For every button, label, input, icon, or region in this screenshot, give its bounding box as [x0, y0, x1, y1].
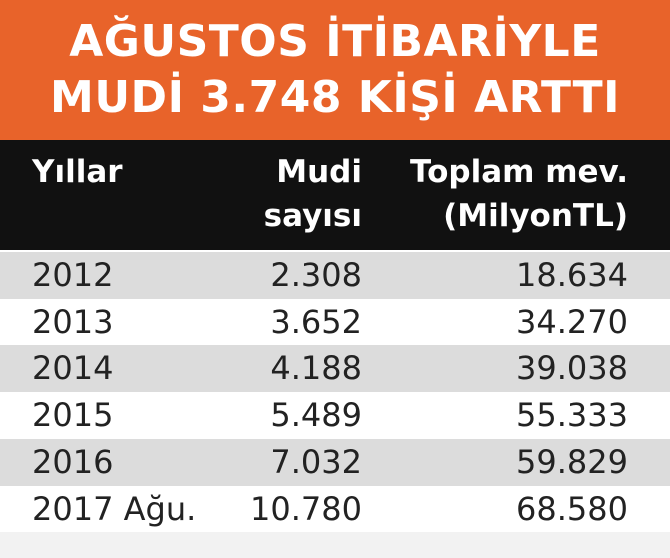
table-cell: 7.032	[270, 442, 362, 481]
table-cell: 4.188	[270, 349, 362, 388]
table-header: Yıllar Mudi sayısı Toplam mev. (MilyonTL)	[0, 140, 670, 250]
table-cell: 39.038	[516, 349, 628, 388]
table-cell: 10.780	[250, 489, 362, 528]
table-row: 2016 7.032 59.829	[0, 438, 670, 486]
table-cell: 18.634	[516, 256, 628, 294]
table-cell: 2017 Ağu.	[32, 489, 197, 528]
table-cell: 2013	[32, 302, 114, 341]
column-header-line: Toplam mev.	[410, 154, 628, 190]
column-header: Mudi sayısı	[264, 150, 362, 238]
column-header-line: Yıllar	[32, 154, 123, 190]
table-row: 2012 2.308 18.634	[0, 252, 670, 299]
table-row: 2013 3.652 34.270	[0, 299, 670, 346]
column-header-line: (MilyonTL)	[443, 198, 628, 234]
title-line: MUDİ 3.748 KİŞİ ARTTI	[50, 72, 620, 123]
table-row: 2015 5.489 55.333	[0, 392, 670, 439]
table-cell: 3.652	[270, 302, 362, 341]
table-cell: 2015	[32, 396, 114, 435]
table-cell: 59.829	[516, 442, 628, 481]
column-header-line: Mudi	[276, 154, 362, 190]
table-cell: 68.580	[516, 489, 628, 528]
table-row: 2014 4.188 39.038	[0, 345, 670, 393]
title-banner: AĞUSTOS İTİBARİYLE MUDİ 3.748 KİŞİ ARTTI	[0, 0, 670, 140]
title-line: AĞUSTOS İTİBARİYLE	[69, 16, 601, 67]
table-cell: 34.270	[516, 302, 628, 341]
footer-strip	[0, 532, 670, 558]
table-cell: 5.489	[270, 396, 362, 435]
table-cell: 2014	[32, 349, 114, 388]
table-cell: 2012	[32, 256, 114, 294]
column-header: Toplam mev. (MilyonTL)	[410, 150, 628, 238]
table-row: 2017 Ağu. 10.780 68.580	[0, 486, 670, 533]
column-header: Yıllar	[32, 150, 123, 194]
table-cell: 2016	[32, 442, 114, 481]
table-cell: 55.333	[516, 396, 628, 435]
column-header-line: sayısı	[263, 198, 362, 234]
table-cell: 2.308	[270, 256, 362, 294]
